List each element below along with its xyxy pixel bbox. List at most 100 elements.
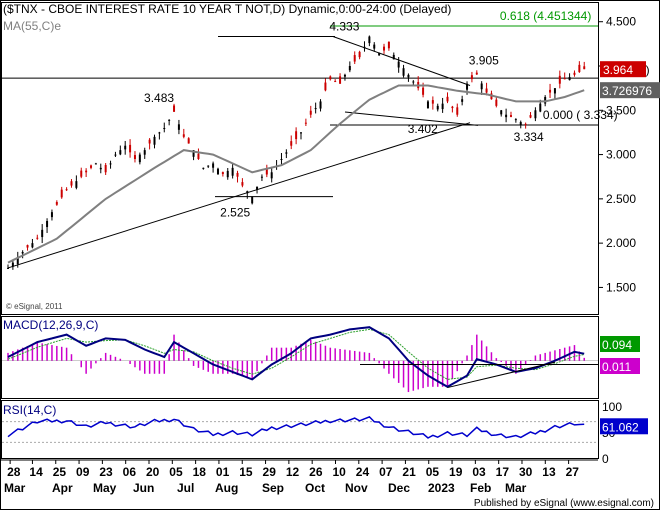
chart-title: ($TNX - CBOE INTEREST RATE 10 YEAR T NOT…	[3, 2, 452, 16]
candle-body	[348, 66, 351, 71]
candle-body	[133, 155, 136, 159]
panel-frame	[1, 2, 599, 315]
candle-body	[558, 75, 561, 84]
panel-frame	[1, 316, 599, 399]
macd-hist-label: 0.011	[602, 360, 631, 374]
candle-body	[470, 75, 473, 80]
x-tick-label: 24	[356, 465, 370, 479]
x-tick-label: 05	[169, 465, 183, 479]
candle-body	[339, 76, 342, 84]
candle-body	[407, 74, 410, 78]
x-month-label: 2023	[428, 481, 455, 495]
price-annotation: 3.334	[514, 130, 544, 144]
candle-body	[300, 132, 302, 134]
candle-body	[583, 66, 586, 70]
ma-label: MA(55,C)e	[3, 19, 62, 33]
candle-body	[26, 245, 29, 248]
last-price-box	[600, 61, 646, 78]
y-tick-label: 4.500	[606, 15, 636, 29]
candle-body	[324, 82, 327, 91]
x-tick-label: 03	[472, 465, 486, 479]
candle-body	[177, 124, 180, 130]
candle-body	[163, 128, 166, 129]
candle-body	[568, 77, 571, 81]
x-tick-label: 07	[379, 465, 393, 479]
candle-body	[7, 267, 9, 269]
price-annotation: 2.525	[220, 206, 250, 220]
x-tick-label: 13	[542, 465, 556, 479]
ma-value-box	[600, 82, 660, 99]
macd-signal-line	[7, 328, 585, 380]
candle-body	[226, 170, 229, 178]
macd-hist-box	[600, 358, 640, 374]
x-tick-label: 27	[566, 465, 580, 479]
candle-body	[197, 153, 200, 159]
rsi-tick-label: 0	[602, 452, 609, 466]
x-tick-label: 12	[286, 465, 300, 479]
candle-body	[236, 172, 239, 177]
price-annotation: 4.333	[329, 20, 359, 34]
macd-value-label: 0.094	[602, 338, 632, 352]
candle-body	[436, 105, 439, 110]
candle-body	[80, 170, 83, 177]
candle-body	[334, 81, 337, 83]
x-tick-label: 20	[146, 465, 160, 479]
x-tick-label: 09	[76, 465, 90, 479]
candle-body	[431, 100, 434, 104]
x-tick-label: 14	[29, 465, 43, 479]
candle-body	[573, 72, 576, 75]
x-tick-label: 19	[449, 465, 463, 479]
x-tick-label: 29	[263, 465, 277, 479]
macd-label: MACD(12,26,9,C)	[3, 318, 99, 332]
candle-body	[148, 139, 151, 144]
x-tick-label: 17	[496, 465, 510, 479]
candle-body	[378, 52, 381, 56]
x-month-label: Mar	[4, 481, 26, 495]
candle-body	[187, 138, 190, 144]
candle-body	[216, 168, 219, 175]
candle-body	[11, 262, 14, 267]
x-tick-label: 23	[99, 465, 113, 479]
rsi-line	[7, 416, 585, 439]
x-tick-label: 21	[402, 465, 416, 479]
candle-body	[304, 122, 307, 124]
candle-body	[85, 170, 88, 173]
candle-body	[392, 54, 395, 60]
candle-body	[524, 123, 527, 125]
candle-body	[422, 87, 425, 95]
candle-body	[192, 150, 195, 157]
candle-body	[41, 229, 44, 238]
candle-body	[109, 163, 112, 165]
candle-body	[329, 76, 332, 80]
candle-body	[153, 136, 156, 145]
candle-body	[353, 55, 356, 62]
candle-body	[90, 165, 93, 168]
y-tick-label: 3.500	[606, 103, 636, 117]
candle-body	[138, 154, 141, 163]
x-month-label: Oct	[305, 481, 325, 495]
candle-body	[387, 41, 390, 49]
x-tick-label: 01	[216, 465, 230, 479]
last-price-label: 3.964	[603, 63, 633, 77]
candle-body	[231, 167, 234, 176]
candle-body	[290, 141, 293, 146]
candle-body	[578, 64, 581, 73]
panel-frame	[1, 400, 599, 459]
x-tick-label: 10	[332, 465, 346, 479]
x-month-label: Nov	[345, 481, 368, 495]
x-month-label: Dec	[388, 481, 410, 495]
x-month-label: Mar	[505, 481, 527, 495]
candle-body	[114, 154, 117, 156]
candle-body	[46, 221, 49, 228]
candle-body	[55, 202, 58, 205]
x-month-label: Jul	[177, 481, 194, 495]
candle-body	[16, 257, 19, 265]
x-tick-label: 18	[193, 465, 207, 479]
candle-body	[383, 46, 386, 51]
candle-body	[549, 89, 552, 93]
price-annotation: 0.618 (4.451344)	[500, 9, 591, 23]
rsi-value-label: 61.062	[602, 420, 639, 434]
candle-body	[124, 145, 127, 150]
candle-body	[60, 189, 63, 198]
